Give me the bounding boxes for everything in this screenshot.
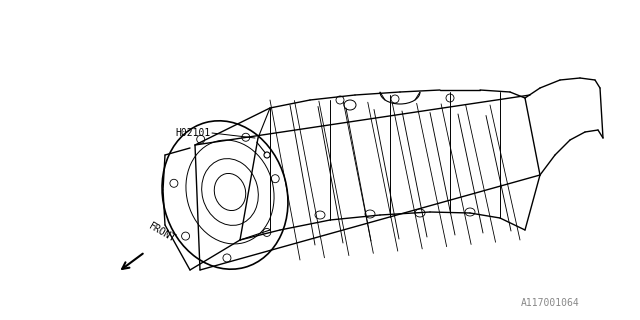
Text: H02101: H02101 <box>175 128 211 138</box>
Text: FRONT: FRONT <box>147 221 177 244</box>
Text: A117001064: A117001064 <box>521 298 580 308</box>
